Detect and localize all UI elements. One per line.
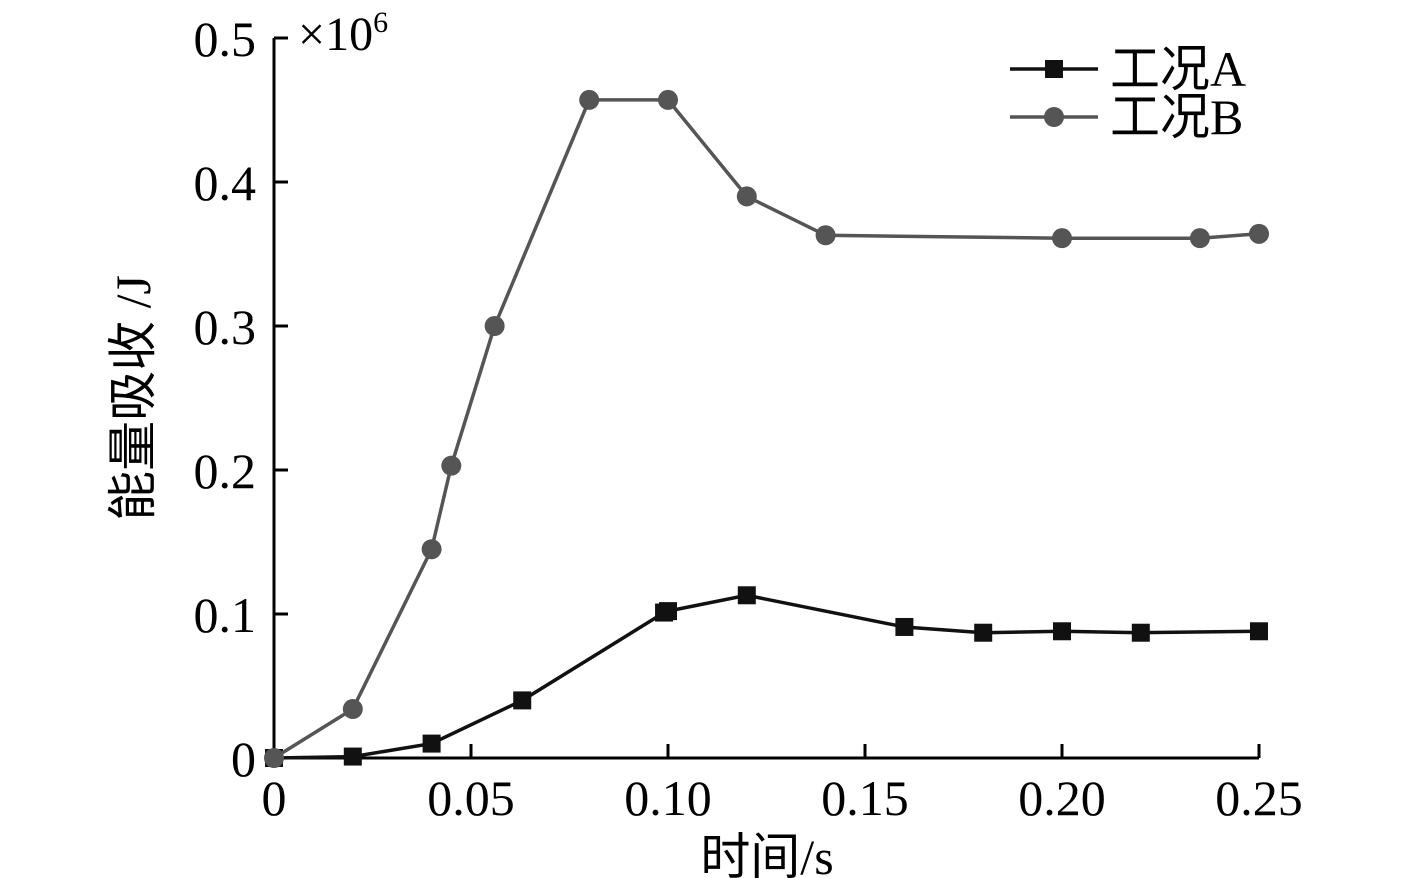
data-point	[1189, 228, 1210, 249]
data-point	[1053, 622, 1071, 641]
y-tick-label: 0.1	[194, 587, 257, 643]
x-tick-label: 0.15	[821, 770, 909, 826]
y-multiplier-base: ×10	[298, 8, 373, 61]
data-point	[658, 89, 678, 110]
legend-item: 工况A	[1010, 41, 1246, 97]
data-point	[659, 602, 677, 621]
data-point	[441, 455, 462, 476]
legend-item: 工况B	[1010, 89, 1243, 145]
x-tick-label: 0.05	[427, 770, 515, 826]
data-point	[815, 225, 836, 246]
data-point	[342, 699, 363, 720]
x-axis-title: 时间/s	[700, 829, 833, 878]
data-point	[974, 623, 993, 642]
data-point	[421, 539, 442, 560]
series-layer	[264, 89, 1269, 768]
y-multiplier-exponent: 6	[373, 6, 388, 39]
data-point	[1250, 622, 1268, 641]
data-point	[736, 186, 757, 207]
legend-label: 工况B	[1110, 89, 1243, 145]
series-b	[264, 89, 1269, 768]
x-tick-label: 0.10	[624, 770, 712, 826]
data-point	[484, 316, 505, 336]
data-point	[343, 747, 362, 766]
legend-marker	[1045, 60, 1063, 78]
data-point	[737, 586, 756, 605]
x-tick-label: 0.20	[1018, 770, 1106, 826]
series-line	[273, 98, 1260, 760]
legend-label: 工况A	[1110, 41, 1246, 97]
y-axis-title: 能量吸收 /J	[105, 275, 161, 521]
data-point	[579, 89, 600, 110]
x-tick-label: 0.25	[1215, 770, 1303, 826]
data-point	[513, 691, 532, 710]
y-tick-label: 0.5	[194, 11, 257, 67]
ticks: 0 0.1 0.2 0.3 0.4 0.5 0 0.05 0.10 0.15 0.20 0.25	[194, 11, 1303, 826]
x-tick-label: 0	[262, 770, 287, 826]
data-point	[1052, 228, 1072, 249]
series-line	[273, 593, 1260, 760]
series-a	[265, 586, 1268, 767]
data-point	[422, 734, 441, 753]
y-tick-label: 0.2	[194, 443, 257, 499]
axes	[272, 38, 1259, 760]
y-tick-label: 0.3	[194, 299, 257, 355]
y-tick-label: 0.4	[194, 155, 257, 211]
data-point	[264, 748, 284, 768]
data-point	[1249, 223, 1269, 244]
legend-marker	[1044, 107, 1064, 127]
y-tick-label: 0	[231, 731, 256, 787]
data-point	[1131, 623, 1150, 642]
data-point	[895, 617, 914, 636]
y-multiplier-label: ×106	[298, 6, 388, 61]
